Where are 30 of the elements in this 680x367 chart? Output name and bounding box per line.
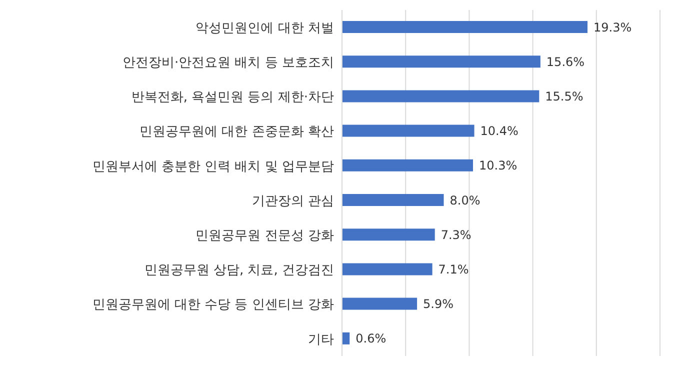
bar bbox=[342, 228, 435, 241]
y-tick-label: 민원공무원에 대한 존중문화 확산 bbox=[140, 124, 334, 140]
bar bbox=[342, 263, 432, 276]
data-label: 10.4% bbox=[480, 124, 518, 138]
y-tick-label: 반복전화, 욕설민원 등의 제한·차단 bbox=[131, 90, 334, 106]
bar bbox=[342, 21, 588, 33]
data-label: 15.6% bbox=[546, 54, 585, 69]
bar bbox=[342, 298, 418, 310]
bar bbox=[342, 124, 474, 137]
bar bbox=[342, 159, 474, 172]
y-tick-label: 민원공무원 상담, 치료, 건강검진 bbox=[144, 263, 334, 278]
data-label: 7.3% bbox=[440, 228, 472, 242]
data-label: 10.3% bbox=[479, 158, 518, 173]
bar bbox=[342, 332, 350, 344]
y-tick-label: 기관장의 관심 bbox=[252, 194, 334, 209]
y-tick-label: 민원공무원 전문성 강화 bbox=[196, 228, 334, 244]
data-label: 15.5% bbox=[545, 89, 584, 104]
data-label: 0.6% bbox=[356, 332, 386, 346]
bar bbox=[342, 194, 444, 206]
bar bbox=[342, 56, 540, 68]
y-tick-label: 기타 bbox=[308, 332, 334, 348]
data-label: 7.1% bbox=[438, 262, 469, 276]
y-tick-label: 민원공무원에 대한 수당 등 인센티브 강화 bbox=[92, 298, 334, 313]
y-tick-label: 악성민원인에 대한 처벌 bbox=[196, 20, 334, 36]
y-tick-label: 안전장비·안전요원 배치 등 보호조치 bbox=[122, 56, 334, 71]
bar bbox=[342, 90, 540, 102]
data-label: 19.3% bbox=[593, 20, 632, 34]
data-label: 8.0% bbox=[450, 193, 480, 208]
y-tick-label: 민원부서에 충분한 인력 배치 및 업무분담 bbox=[92, 159, 334, 174]
data-label: 5.9% bbox=[423, 297, 454, 312]
